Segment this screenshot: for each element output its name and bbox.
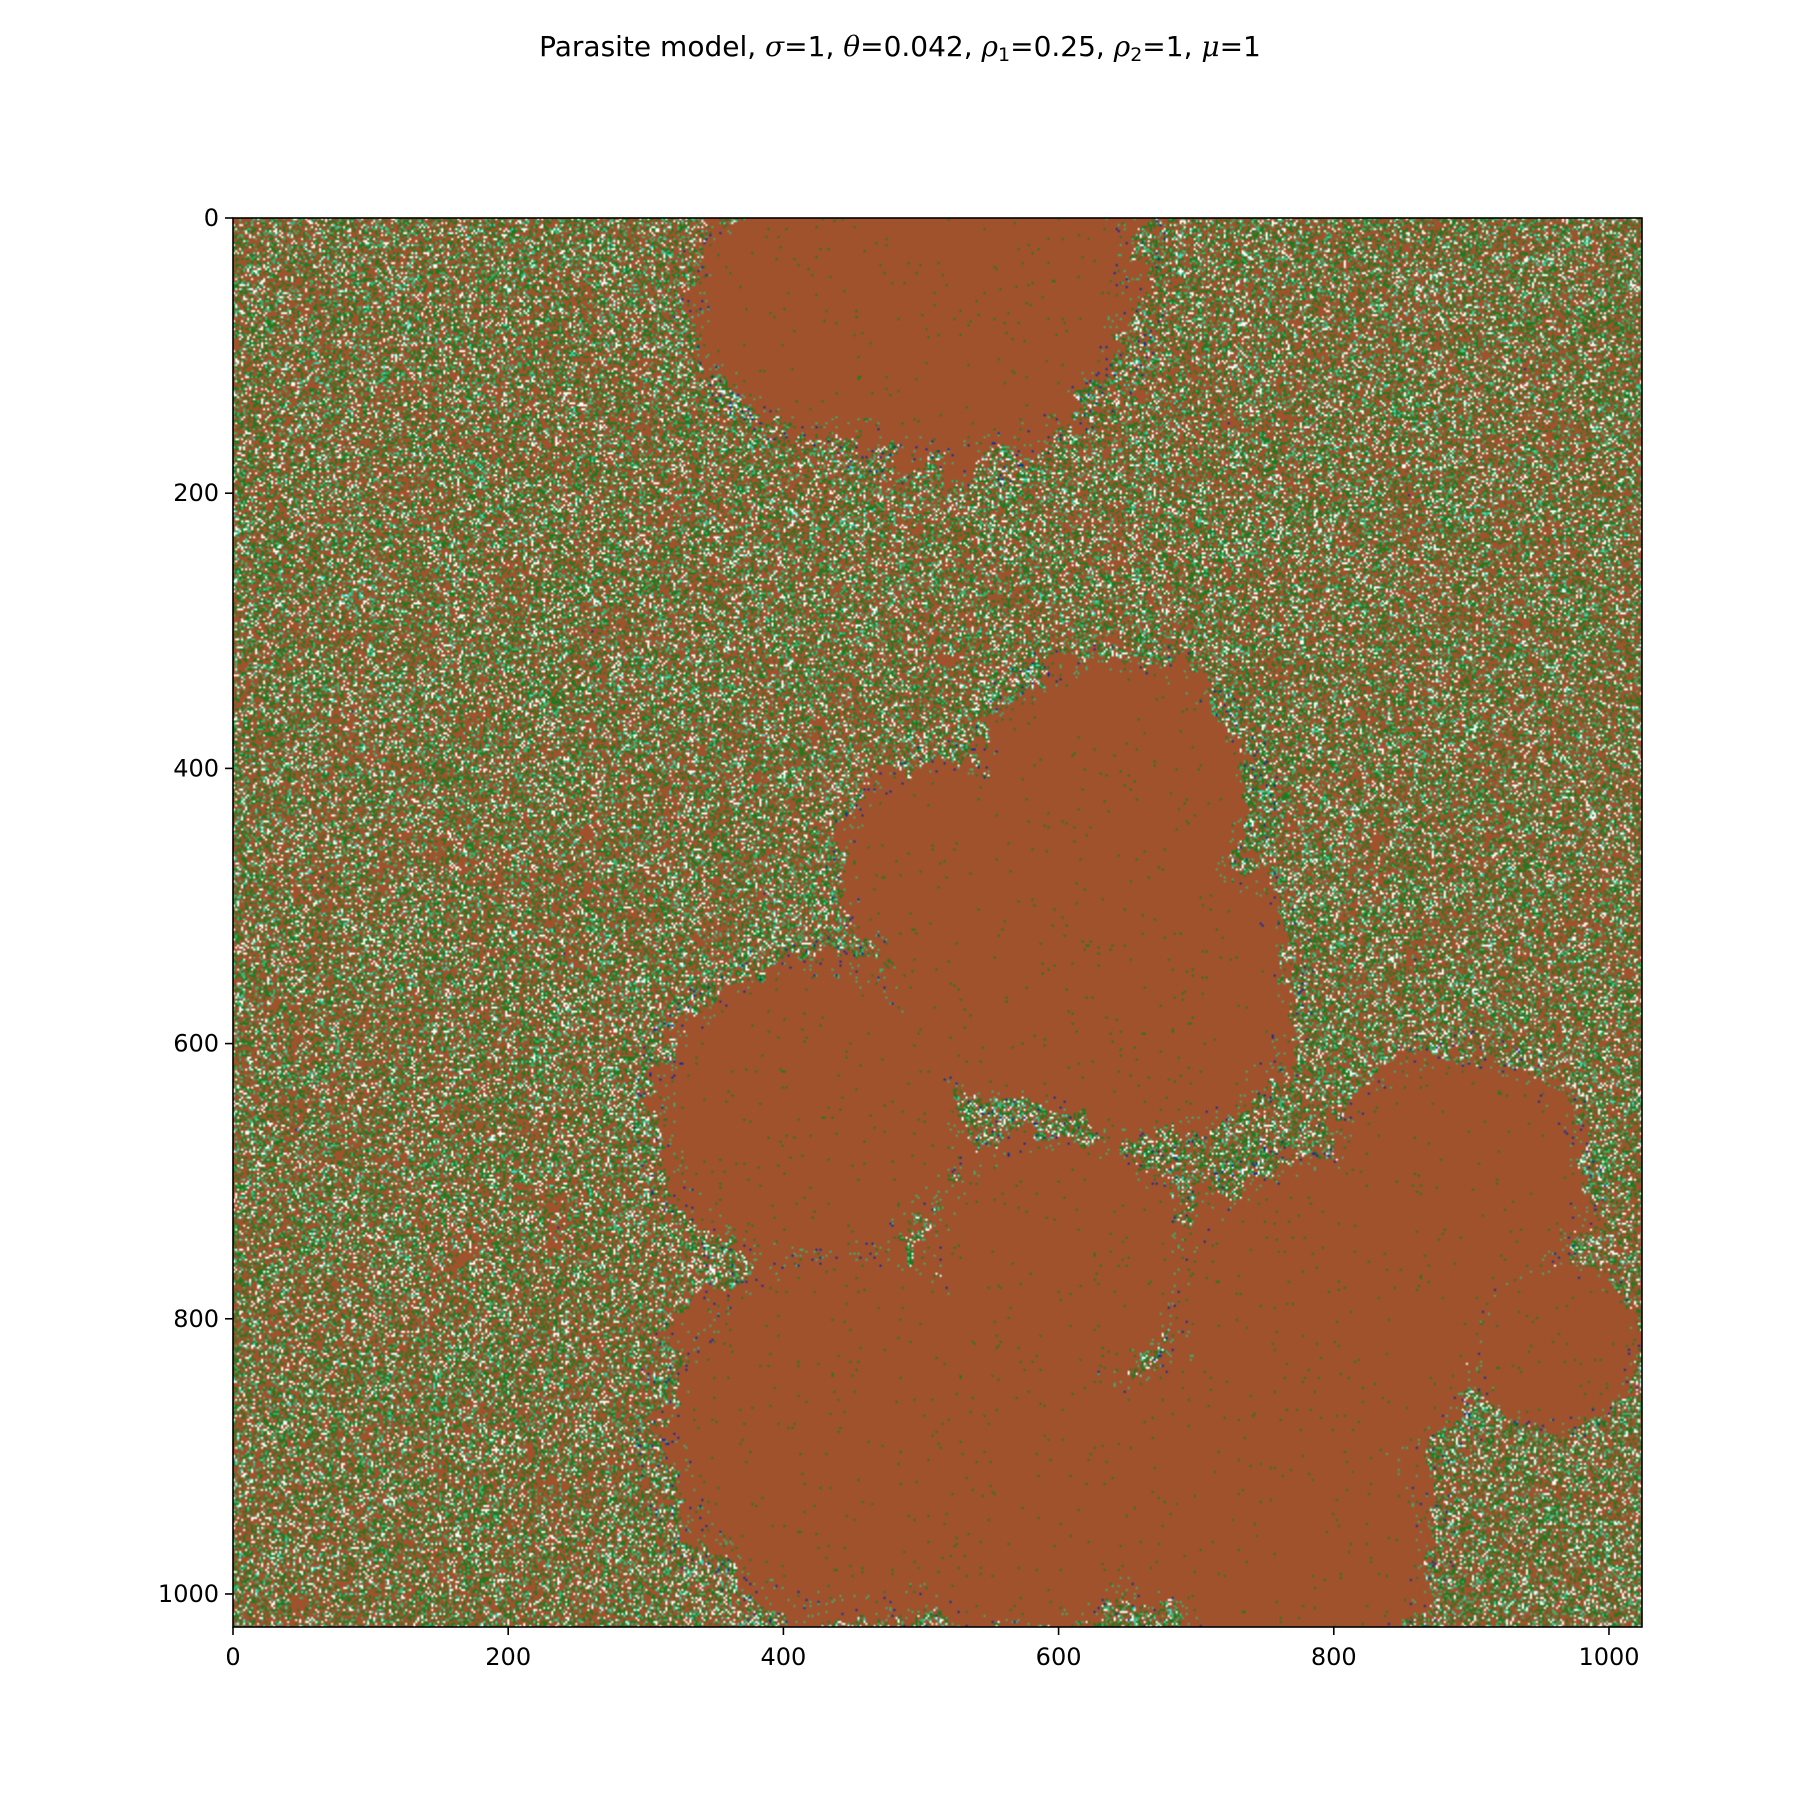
title-rho2-subscript: 2	[1130, 44, 1143, 66]
y-axis: 0 200 400 600 800 1000	[158, 204, 233, 1608]
title-rho2-symbol: ρ	[1113, 30, 1131, 63]
chart-title: Parasite model, σ=1, θ=0.042, ρ1=0.25, ρ…	[0, 30, 1800, 66]
title-separator: ,	[963, 30, 982, 63]
y-tick-label: 1000	[158, 1580, 219, 1608]
title-mu-value: =1	[1219, 30, 1261, 63]
y-tick-label: 400	[173, 754, 219, 782]
title-rho1-subscript: 1	[998, 44, 1011, 66]
title-theta-symbol: θ	[843, 30, 861, 63]
x-tick-label: 200	[485, 1643, 531, 1671]
title-sigma-value: =1	[784, 30, 826, 63]
title-rho1-symbol: ρ	[981, 30, 999, 63]
title-separator: ,	[1095, 30, 1114, 63]
x-tick-label: 800	[1311, 1643, 1357, 1671]
x-tick-label: 600	[1036, 1643, 1082, 1671]
title-rho2-value: =1	[1142, 30, 1184, 63]
title-separator: ,	[825, 30, 844, 63]
title-rho1-value: =0.25	[1010, 30, 1096, 63]
title-model: Parasite model,	[539, 30, 766, 63]
axes-frame	[232, 217, 1643, 1628]
y-tick-label: 0	[204, 204, 219, 232]
x-tick-label: 0	[225, 1643, 240, 1671]
title-mu-symbol: μ	[1201, 30, 1220, 63]
title-theta-value: =0.042	[860, 30, 964, 63]
title-separator: ,	[1183, 30, 1202, 63]
title-sigma-symbol: σ	[765, 30, 785, 63]
x-tick-label: 400	[760, 1643, 806, 1671]
lattice-heatmap	[233, 218, 1642, 1627]
y-tick-label: 200	[173, 479, 219, 507]
x-tick-label: 1000	[1578, 1643, 1639, 1671]
x-axis: 0 200 400 600 800 1000	[225, 1627, 1640, 1671]
y-tick-label: 800	[173, 1305, 219, 1333]
y-tick-label: 600	[173, 1030, 219, 1058]
